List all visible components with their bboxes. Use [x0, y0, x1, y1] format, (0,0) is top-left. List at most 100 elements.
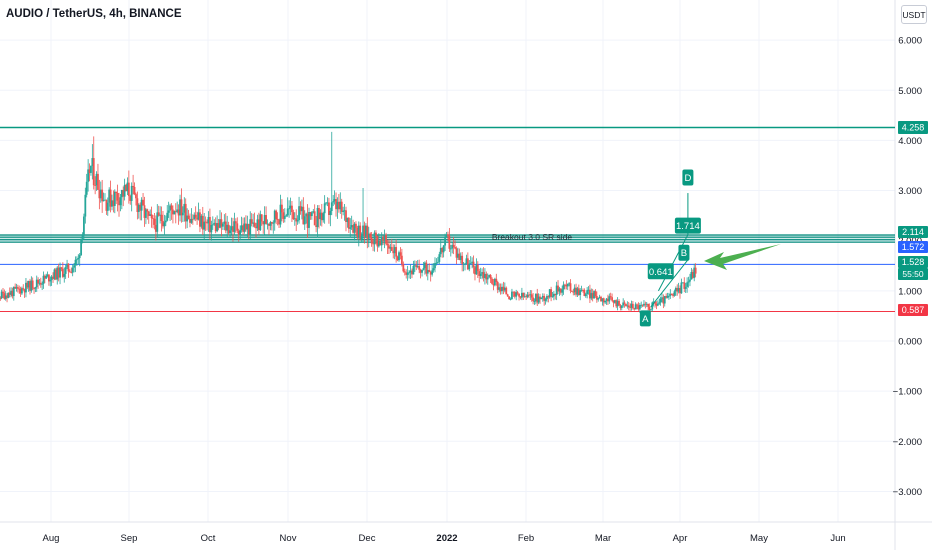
candle-body: [620, 305, 623, 309]
candle-body: [237, 230, 240, 236]
annotation-badge: [639, 310, 651, 327]
candle-body: [355, 223, 357, 228]
candle-body: [308, 212, 310, 228]
candle-body: [12, 286, 15, 297]
candle-body: [194, 214, 197, 218]
candle-body: [242, 225, 244, 232]
candle-body: [520, 292, 523, 298]
candle-body: [136, 198, 139, 212]
candle-body: [27, 281, 30, 288]
candle-body: [87, 169, 90, 182]
candle-body: [431, 270, 434, 275]
y-tick-label: 5.000: [898, 86, 922, 97]
candle-body: [296, 220, 299, 222]
candle-body: [534, 293, 537, 302]
candle-body: [683, 282, 686, 289]
candle-body: [196, 217, 198, 220]
candle-body: [502, 286, 505, 291]
candle-body: [309, 212, 312, 217]
candle-body: [298, 206, 300, 221]
price-label-text: 1.572: [902, 242, 925, 252]
candle-body: [263, 214, 266, 225]
candle-body: [333, 199, 336, 202]
candle-body: [293, 218, 296, 220]
candle-body: [6, 295, 8, 298]
candle-body: [104, 199, 106, 201]
candle-body: [102, 200, 105, 202]
candle-body: [275, 210, 278, 220]
candle-body: [570, 290, 573, 292]
y-tick-label: −3.000: [893, 487, 922, 498]
candle-body: [508, 296, 510, 300]
candle-body: [584, 294, 587, 296]
candle-body: [673, 291, 676, 296]
candle-body: [526, 294, 529, 297]
candle-body: [177, 209, 180, 216]
candle-body: [364, 225, 367, 237]
candle-body: [122, 189, 125, 197]
candle-body: [451, 244, 454, 249]
candle-body: [318, 208, 320, 220]
candle-body: [488, 275, 491, 278]
candle-body: [299, 206, 302, 212]
candle-body: [145, 209, 147, 218]
candle-body: [173, 211, 176, 215]
candle-body: [179, 199, 181, 216]
candle-body: [162, 220, 164, 227]
candle-body: [479, 273, 482, 276]
candle-body: [282, 212, 285, 219]
candle-body: [406, 272, 409, 275]
candle-body: [233, 221, 236, 232]
candle-body: [172, 209, 174, 215]
price-tag-0587: 0.587: [898, 304, 928, 316]
y-tick-label: −1.000: [893, 387, 922, 398]
candle-body: [579, 290, 582, 295]
candle-body: [380, 236, 383, 246]
candle-body: [528, 294, 530, 296]
candle-body: [197, 212, 200, 220]
pattern-line-ab: [650, 259, 689, 308]
candle-body: [389, 247, 392, 249]
candle-body: [156, 212, 159, 232]
candle-body: [99, 189, 102, 199]
candle-body: [496, 281, 499, 290]
candle-body: [312, 211, 315, 213]
price-label-text: 1.528: [902, 257, 925, 267]
candle-body: [0, 298, 2, 299]
candle-body: [474, 267, 476, 275]
candle-body: [191, 218, 194, 220]
y-tick-label: 6.000: [898, 36, 922, 47]
candle-body: [359, 225, 362, 240]
candle-body: [633, 308, 636, 310]
candle-body: [70, 272, 73, 273]
candle-body: [519, 296, 522, 298]
candle-body: [439, 247, 442, 255]
candle-body: [16, 287, 19, 289]
candle-body: [679, 288, 681, 294]
currency-button[interactable]: USDT: [901, 5, 927, 24]
price-label-bg: [898, 120, 928, 134]
point-1714: 1.714: [674, 217, 701, 234]
candle-body: [266, 223, 269, 225]
candle-body: [259, 214, 262, 230]
candle-body: [672, 295, 674, 296]
candle-body: [360, 235, 363, 240]
candle-body: [39, 282, 42, 285]
candle-body: [38, 282, 41, 284]
candle-body: [183, 203, 186, 213]
candle-body: [681, 282, 684, 284]
pattern-line-upper: [657, 234, 689, 292]
candle-body: [0, 291, 3, 299]
candle-body: [245, 223, 247, 230]
candle-body: [227, 224, 230, 234]
candle-body: [615, 300, 618, 307]
candle-body: [74, 259, 77, 266]
candle-body: [253, 222, 256, 227]
candle-body: [236, 223, 239, 231]
candle-body: [512, 291, 515, 293]
candle-body: [444, 236, 446, 246]
candle-body: [328, 202, 330, 215]
candle-body: [59, 267, 61, 278]
